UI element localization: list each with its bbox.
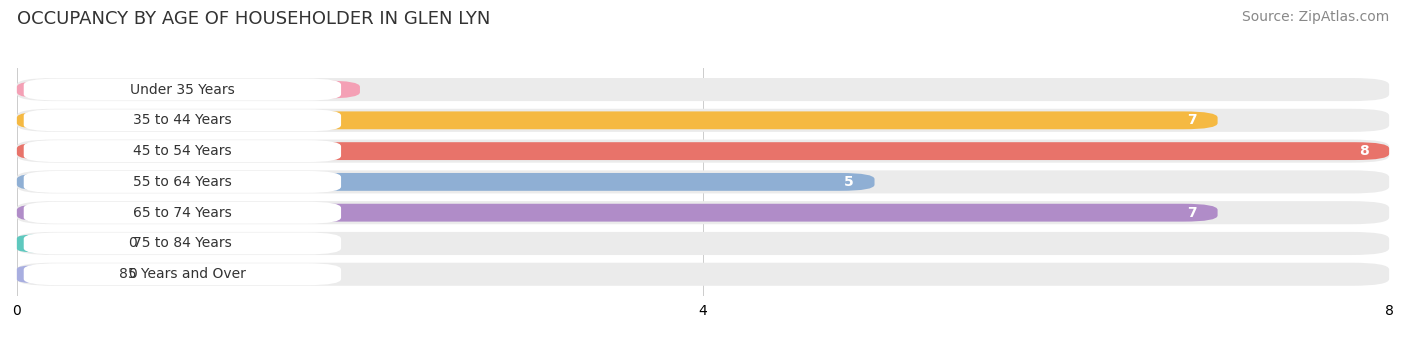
Text: 65 to 74 Years: 65 to 74 Years: [134, 206, 232, 220]
FancyBboxPatch shape: [17, 173, 875, 191]
Text: 85 Years and Over: 85 Years and Over: [120, 267, 246, 281]
Text: OCCUPANCY BY AGE OF HOUSEHOLDER IN GLEN LYN: OCCUPANCY BY AGE OF HOUSEHOLDER IN GLEN …: [17, 10, 491, 28]
FancyBboxPatch shape: [17, 78, 1389, 101]
Text: 5: 5: [844, 175, 853, 189]
Text: 2: 2: [329, 83, 339, 97]
FancyBboxPatch shape: [17, 263, 1389, 286]
Text: 0: 0: [128, 236, 138, 251]
Text: 7: 7: [1188, 206, 1197, 220]
FancyBboxPatch shape: [17, 109, 1389, 132]
FancyBboxPatch shape: [17, 112, 1218, 129]
Text: 0: 0: [128, 267, 138, 281]
Text: 75 to 84 Years: 75 to 84 Years: [134, 236, 232, 251]
Text: 8: 8: [1358, 144, 1368, 158]
Text: 55 to 64 Years: 55 to 64 Years: [134, 175, 232, 189]
FancyBboxPatch shape: [17, 265, 111, 283]
Text: Source: ZipAtlas.com: Source: ZipAtlas.com: [1241, 10, 1389, 24]
FancyBboxPatch shape: [24, 233, 342, 254]
Text: Under 35 Years: Under 35 Years: [129, 83, 235, 97]
FancyBboxPatch shape: [17, 235, 111, 252]
FancyBboxPatch shape: [17, 232, 1389, 255]
FancyBboxPatch shape: [17, 204, 1218, 222]
Text: 35 to 44 Years: 35 to 44 Years: [134, 113, 232, 128]
FancyBboxPatch shape: [17, 201, 1389, 224]
FancyBboxPatch shape: [24, 79, 342, 101]
FancyBboxPatch shape: [24, 263, 342, 285]
FancyBboxPatch shape: [24, 171, 342, 193]
Text: 7: 7: [1188, 113, 1197, 128]
FancyBboxPatch shape: [24, 109, 342, 131]
FancyBboxPatch shape: [17, 140, 1389, 163]
FancyBboxPatch shape: [17, 142, 1389, 160]
FancyBboxPatch shape: [17, 170, 1389, 193]
Text: 45 to 54 Years: 45 to 54 Years: [134, 144, 232, 158]
FancyBboxPatch shape: [17, 81, 360, 99]
FancyBboxPatch shape: [24, 140, 342, 162]
FancyBboxPatch shape: [24, 202, 342, 224]
